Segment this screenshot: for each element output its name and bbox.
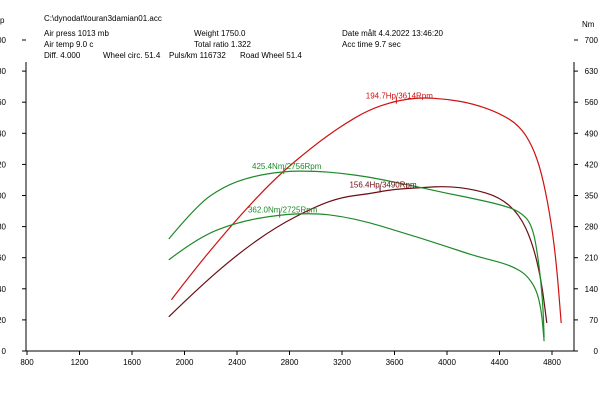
x-tick-label: 2400 — [228, 358, 246, 367]
right-tick-label: 140 — [585, 285, 599, 294]
right-tick-label: 70 — [589, 316, 598, 325]
acc-time: Acc time 9.7 sec — [342, 40, 401, 49]
left-tick-label: 20 — [0, 316, 7, 325]
x-tick-label: 1600 — [123, 358, 141, 367]
left-tick-label: 0 — [2, 347, 7, 356]
series-line-3 — [168, 170, 545, 338]
annotation-label-4: 362.0Nm/2725Rpm — [248, 206, 318, 215]
right-axis-label: Nm — [582, 20, 595, 29]
annotation-label-2: 156.4Hp/3490Rpm — [349, 180, 416, 189]
left-tick-label: 80 — [0, 223, 7, 232]
x-tick-label: 3200 — [333, 358, 351, 367]
right-tick-label: 560 — [585, 98, 599, 107]
right-tick-label: 210 — [585, 254, 599, 263]
air-temp: Air temp 9.0 c — [44, 40, 94, 49]
left-tick-label: 200 — [0, 36, 7, 45]
file-path: C:\dynodat\touran3damian01.acc — [44, 14, 162, 23]
left-tick-label: 160 — [0, 98, 7, 107]
total-ratio: Total ratio 1.322 — [194, 40, 251, 49]
weight: Weight 1750.0 — [194, 29, 246, 38]
left-tick-label: 120 — [0, 160, 7, 169]
puls-km: Puls/km 116732 — [169, 51, 226, 60]
left-tick-label: 40 — [0, 285, 7, 294]
date: Date målt 4.4.2022 13:46:20 — [342, 29, 443, 38]
diff: Diff. 4.000 — [44, 51, 81, 60]
left-axis-label: p — [0, 16, 5, 25]
left-tick-label: 60 — [0, 254, 7, 263]
x-tick-label: 2000 — [176, 358, 194, 367]
road-wheel: Road Wheel 51.4 — [240, 51, 302, 60]
wheel-circ: Wheel circ. 51.4 — [103, 51, 161, 60]
right-tick-label: 490 — [585, 129, 599, 138]
left-tick-label: 140 — [0, 129, 7, 138]
right-tick-label: 0 — [594, 347, 599, 356]
x-tick-label: 4000 — [438, 358, 456, 367]
x-tick-label: 1200 — [71, 358, 89, 367]
left-tick-label: 100 — [0, 192, 7, 201]
x-tick-label: 4400 — [491, 358, 509, 367]
series-line-1 — [170, 97, 562, 324]
annotation-label-1: 194.7Hp/3614Rpm — [366, 92, 433, 101]
x-tick-label: 4800 — [543, 358, 561, 367]
right-tick-label: 350 — [585, 192, 599, 201]
right-tick-label: 700 — [585, 36, 599, 45]
right-tick-label: 420 — [585, 160, 599, 169]
x-tick-label: 800 — [20, 358, 34, 367]
x-tick-label: 3600 — [386, 358, 404, 367]
air-press: Air press 1013 mb — [44, 29, 109, 38]
right-tick-label: 280 — [585, 223, 599, 232]
left-tick-label: 180 — [0, 67, 7, 76]
x-tick-label: 2800 — [281, 358, 299, 367]
right-tick-label: 630 — [585, 67, 599, 76]
annotation-label-3: 425.4Nm/2756Rpm — [252, 162, 322, 171]
series-line-2 — [168, 186, 548, 324]
